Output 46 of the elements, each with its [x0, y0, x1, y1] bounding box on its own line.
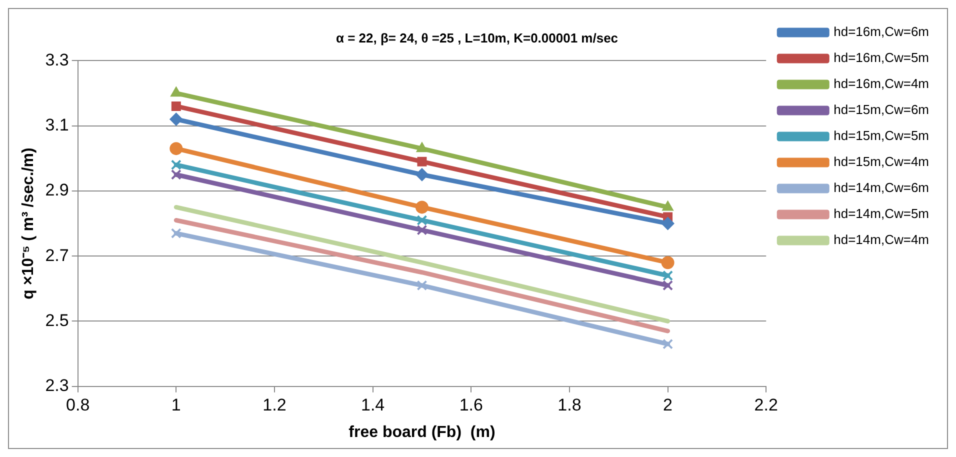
point — [415, 200, 428, 214]
y-tick-label: 3.1 — [45, 115, 69, 134]
legend-label: hd=15m,Cw=6m — [834, 102, 930, 118]
point — [170, 169, 182, 180]
point — [170, 112, 183, 126]
point — [170, 86, 182, 97]
y-tick-label: 2.3 — [45, 376, 69, 396]
legend-label: hd=14m,Cw=5m — [834, 206, 930, 222]
x-tick-label: 0.8 — [66, 395, 90, 414]
chart-title: α = 22, β= 24, θ =25 , L=10m, K=0.00001 m/sec — [336, 30, 618, 46]
y-tick-label: 2.9 — [45, 180, 69, 200]
y-axis-title: q ×10⁻⁵ ( m³ /sec./m) — [20, 148, 38, 300]
x-tick-label: 2 — [663, 395, 673, 414]
point — [170, 228, 182, 239]
point — [416, 215, 428, 226]
point — [170, 160, 182, 170]
legend-label: hd=16m,Cw=5m — [834, 50, 930, 66]
point — [662, 280, 674, 291]
point — [416, 142, 428, 152]
point — [662, 200, 674, 211]
y-tick-label: 2.5 — [45, 310, 69, 330]
y-tick-label: 2.7 — [45, 246, 69, 265]
point — [661, 256, 674, 270]
x-axis-title: free board (Fb) (m) — [348, 424, 496, 441]
legend-label: hd=16m,Cw=6m — [834, 24, 930, 40]
point — [171, 101, 181, 111]
x-tick-label: 1 — [171, 395, 181, 414]
legend-label: hd=14m,Cw=6m — [834, 180, 930, 196]
point — [416, 280, 428, 291]
legend-label: hd=14m,Cw=4m — [834, 232, 930, 248]
x-tick-label: 1.2 — [262, 395, 286, 414]
point — [661, 217, 674, 230]
x-tick-label: 1.6 — [459, 395, 483, 414]
legend-label: hd=15m,Cw=5m — [834, 128, 930, 144]
x-tick-label: 1.8 — [558, 395, 582, 414]
legend-label: hd=15m,Cw=4m — [834, 154, 930, 170]
point — [662, 270, 674, 281]
point — [417, 156, 427, 166]
x-tick-label: 2.2 — [754, 395, 778, 414]
point — [662, 338, 674, 350]
point — [416, 224, 428, 236]
x-tick-label: 1.4 — [360, 395, 385, 414]
y-tick-label: 3.3 — [45, 50, 69, 70]
point — [415, 168, 428, 182]
legend-label: hd=16m,Cw=4m — [834, 76, 930, 92]
point — [170, 142, 183, 156]
